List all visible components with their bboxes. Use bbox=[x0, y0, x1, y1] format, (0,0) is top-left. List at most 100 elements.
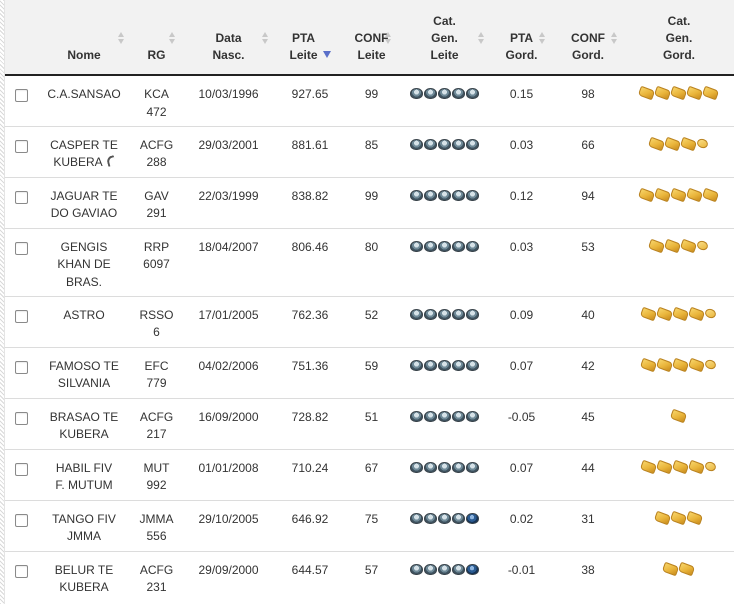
cow-icon bbox=[423, 461, 437, 473]
column-header-pta-leite[interactable]: PTA Leite bbox=[275, 0, 345, 76]
cell-rg-value: RSSO 6 bbox=[139, 307, 174, 340]
table-row[interactable]: FAMOSO TE SILVANIA EFC 779 04/02/2006 751.3… bbox=[5, 346, 734, 398]
cell-pta-leite-value: 728.82 bbox=[291, 409, 329, 424]
header-row: Nome RG Data Nasc. PTA Leite CONF Leite … bbox=[5, 0, 734, 76]
cell-data-nasc: 04/02/2006 bbox=[182, 346, 275, 398]
cell-rg-value: ACFG 231 bbox=[139, 562, 174, 595]
butter-icon bbox=[701, 187, 720, 202]
column-header-conf-leite[interactable]: CONF Leite bbox=[345, 0, 398, 76]
table-row[interactable]: JAGUAR TE DO GAVIAO GAV 291 22/03/1999 838.… bbox=[5, 176, 734, 228]
cell-conf-gord: 42 bbox=[552, 346, 624, 398]
butter-icon bbox=[671, 306, 690, 321]
cell-pta-gord: 0.15 bbox=[491, 75, 552, 126]
bull-name: TANGO FIV JMMA bbox=[52, 511, 116, 544]
column-header-nome[interactable]: Nome bbox=[37, 0, 131, 76]
cell-data-nasc-value: 01/01/2008 bbox=[198, 460, 259, 475]
cell-rg: RSSO 6 bbox=[131, 295, 182, 347]
cell-nome: BELUR TE KUBERA bbox=[37, 550, 131, 602]
cell-pta-gord-value: 0.02 bbox=[509, 511, 534, 526]
row-checkbox[interactable] bbox=[14, 139, 28, 153]
cow-icon bbox=[423, 189, 437, 201]
cell-pta-leite: 881.61 bbox=[275, 125, 345, 177]
cell-rg: RRP 6097 bbox=[131, 227, 182, 296]
column-header-pta-gord[interactable]: PTA Gord. bbox=[491, 0, 552, 76]
cow-icon bbox=[465, 461, 479, 473]
cell-conf-gord-value: 40 bbox=[581, 307, 595, 322]
cell-data-nasc: 10/03/1996 bbox=[182, 75, 275, 126]
cell-data-nasc: 18/04/2007 bbox=[182, 227, 275, 296]
row-checkbox[interactable] bbox=[14, 513, 28, 527]
cell-conf-gord-value: 45 bbox=[581, 409, 595, 424]
butter-icon bbox=[679, 238, 698, 253]
cell-cat-gen-gord bbox=[624, 346, 734, 398]
cow-icon bbox=[409, 461, 423, 473]
table-row[interactable]: CASPER TE KUBERA ACFG 288 29/03/2001 881.61… bbox=[5, 125, 734, 177]
cell-data-nasc: 29/09/2000 bbox=[182, 550, 275, 602]
table-row[interactable]: C.A.SANSAO KCA 472 10/03/1996 927.65 99 0.15 9… bbox=[5, 75, 734, 126]
cow-icon bbox=[423, 359, 437, 371]
cell-conf-gord: 38 bbox=[552, 550, 624, 602]
fat-rating bbox=[637, 187, 720, 202]
cell-pta-leite-value: 806.46 bbox=[291, 239, 329, 254]
row-checkbox[interactable] bbox=[14, 241, 28, 255]
row-checkbox[interactable] bbox=[14, 360, 28, 374]
row-checkbox[interactable] bbox=[14, 89, 28, 102]
cell-data-nasc-value: 22/03/1999 bbox=[198, 188, 259, 203]
table-row[interactable]: GENGIS KHAN DE BRAS. RRP 6097 18/04/2007 80… bbox=[5, 227, 734, 296]
cell-nome: ASTRO bbox=[37, 295, 131, 347]
cell-pta-gord: 0.02 bbox=[491, 499, 552, 551]
butter-icon bbox=[679, 136, 698, 151]
column-header-conf-gord[interactable]: CONF Gord. bbox=[552, 0, 624, 76]
select-cell bbox=[5, 295, 37, 347]
cell-nome: JAGUAR TE DO GAVIAO bbox=[37, 176, 131, 228]
cow-icon bbox=[465, 410, 479, 422]
bull-name: BELUR TE KUBERA bbox=[54, 562, 114, 595]
milk-rating bbox=[409, 359, 480, 371]
row-checkbox[interactable] bbox=[14, 564, 28, 578]
sort-icon bbox=[539, 32, 546, 45]
butter-icon bbox=[671, 357, 690, 372]
table-row[interactable]: ASTRO RSSO 6 17/01/2005 762.36 52 0.09 40 bbox=[5, 295, 734, 347]
butter-icon bbox=[639, 357, 658, 372]
column-header-rg[interactable]: RG bbox=[131, 0, 182, 76]
table-row[interactable]: BRASAO TE KUBERA ACFG 217 16/09/2000 728.82… bbox=[5, 397, 734, 449]
cow-dark-icon bbox=[465, 512, 479, 524]
cell-nome: C.A.SANSAO bbox=[37, 75, 131, 126]
cell-cat-gen-leite bbox=[398, 448, 491, 500]
cell-conf-gord: 98 bbox=[552, 75, 624, 126]
milk-rating bbox=[409, 138, 480, 150]
table-row[interactable]: TANGO FIV JMMA JMMA 556 29/10/2005 646.92 75… bbox=[5, 499, 734, 551]
column-header-data-nasc[interactable]: Data Nasc. bbox=[182, 0, 275, 76]
butter-icon bbox=[701, 85, 720, 101]
select-cell bbox=[5, 125, 37, 177]
table-row[interactable]: BELUR TE KUBERA ACFG 231 29/09/2000 644.57 5… bbox=[5, 550, 734, 602]
cell-rg: ACFG 288 bbox=[131, 125, 182, 177]
cell-conf-gord: 40 bbox=[552, 295, 624, 347]
cell-conf-gord-value: 38 bbox=[581, 562, 595, 577]
cell-cat-gen-leite bbox=[398, 499, 491, 551]
milk-rating bbox=[409, 563, 480, 575]
select-cell bbox=[5, 75, 37, 126]
row-checkbox[interactable] bbox=[14, 411, 28, 425]
cow-icon bbox=[437, 359, 451, 371]
butter-icon bbox=[687, 306, 706, 321]
column-header-cat-gen-leite[interactable]: Cat. Gen. Leite bbox=[398, 0, 491, 76]
fat-rating bbox=[639, 306, 718, 321]
cell-pta-gord-value: 0.03 bbox=[509, 239, 534, 254]
butter-icon bbox=[677, 561, 696, 576]
cell-conf-leite: 99 bbox=[345, 75, 398, 126]
cell-conf-leite-value: 51 bbox=[364, 409, 379, 424]
milk-rating bbox=[409, 512, 480, 524]
sort-icon bbox=[385, 32, 392, 45]
row-checkbox[interactable] bbox=[14, 190, 28, 204]
table-row[interactable]: HABIL FIV F. MUTUM MUT 992 01/01/2008 710.2… bbox=[5, 448, 734, 500]
cow-icon bbox=[451, 308, 465, 320]
cell-rg-value: ACFG 288 bbox=[139, 137, 174, 170]
cow-icon bbox=[465, 308, 479, 320]
row-checkbox[interactable] bbox=[14, 462, 28, 476]
cell-cat-gen-gord bbox=[624, 125, 734, 177]
row-checkbox[interactable] bbox=[14, 309, 28, 323]
cell-rg-value: MUT 992 bbox=[143, 460, 170, 493]
cell-rg: JMMA 556 bbox=[131, 499, 182, 551]
butter-icon bbox=[639, 306, 658, 321]
